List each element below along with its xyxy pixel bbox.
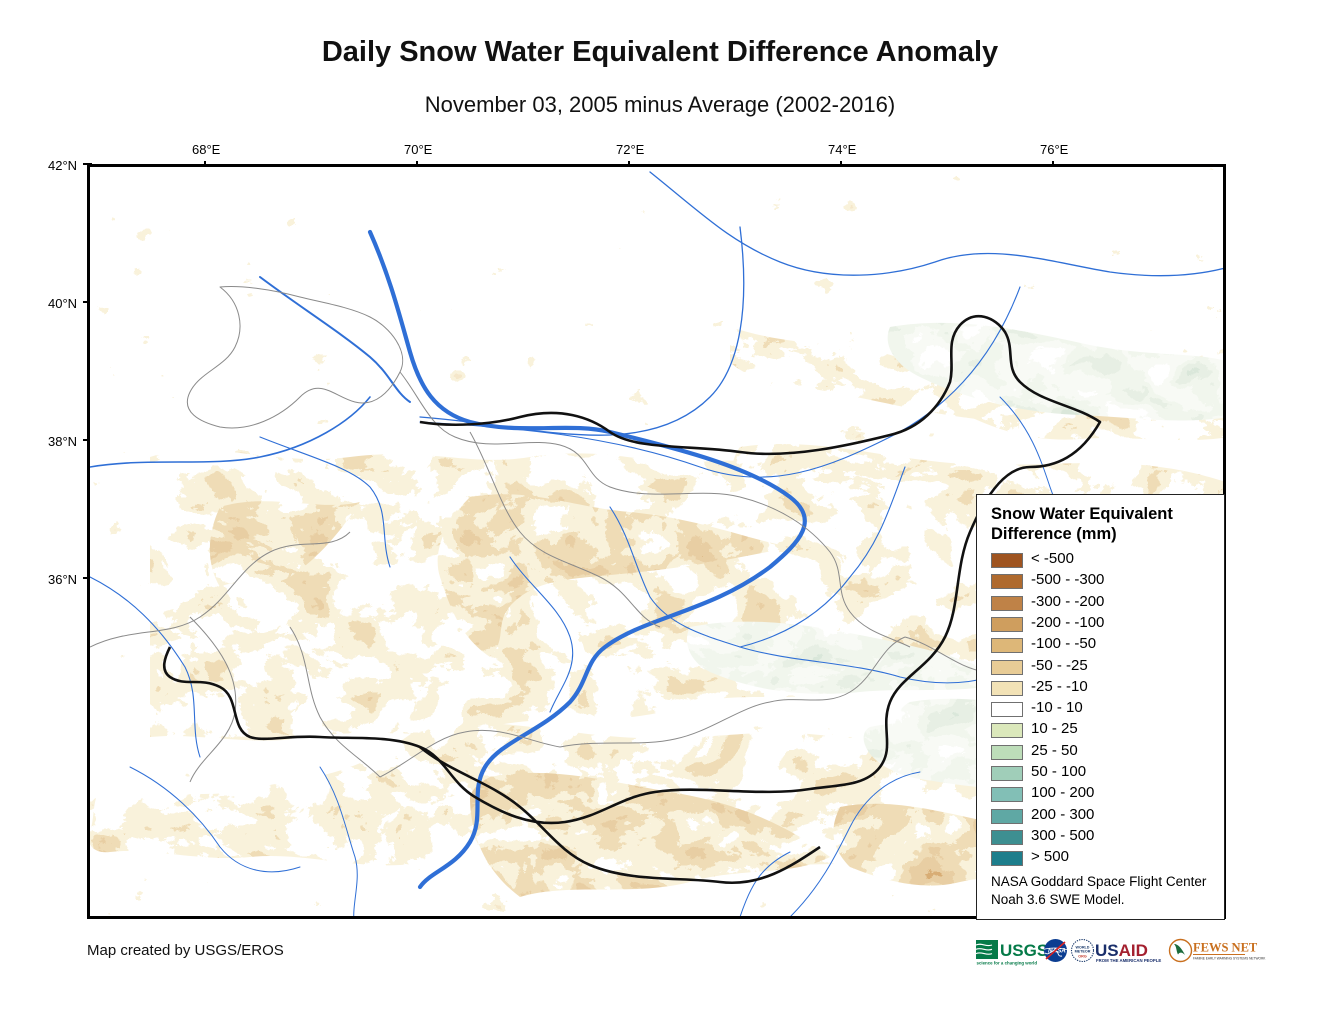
svg-text:ORG: ORG bbox=[1078, 954, 1087, 958]
svg-text:USGS: USGS bbox=[1000, 941, 1048, 960]
svg-text:METEOR: METEOR bbox=[1075, 950, 1091, 954]
svg-text:FAMINE EARLY WARNING SYSTEMS N: FAMINE EARLY WARNING SYSTEMS NETWORK bbox=[1193, 957, 1266, 961]
svg-text:science for a changing world: science for a changing world bbox=[977, 961, 1038, 966]
svg-text:FROM THE AMERICAN PEOPLE: FROM THE AMERICAN PEOPLE bbox=[1096, 958, 1161, 963]
svg-text:FEWS NET: FEWS NET bbox=[1193, 941, 1258, 955]
